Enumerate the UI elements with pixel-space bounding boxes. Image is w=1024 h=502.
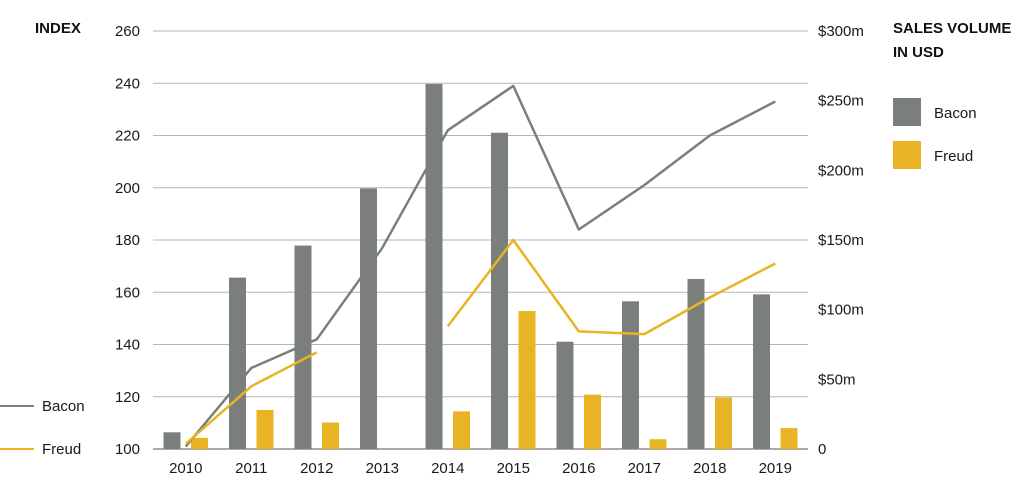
- left-tick-label: 160: [115, 284, 140, 301]
- right-tick-label: $50m: [818, 371, 856, 388]
- left-axis-title: INDEX: [35, 20, 81, 37]
- left-tick-label: 220: [115, 128, 140, 145]
- left-tick-label: 180: [115, 232, 140, 249]
- right-tick-label: $100m: [818, 302, 864, 319]
- x-tick-label: 2013: [366, 460, 399, 477]
- left-tick-label: 140: [115, 337, 140, 354]
- bar-freud: [322, 422, 340, 449]
- bar-bacon: [163, 432, 181, 449]
- bar-bacon: [294, 245, 312, 449]
- bar-freud: [453, 411, 471, 449]
- right-axis-title-line-2: IN USD: [893, 44, 944, 61]
- bar-freud: [191, 437, 209, 449]
- bars: [163, 83, 798, 450]
- x-tick-label: 2016: [562, 460, 595, 477]
- left-tick-label: 120: [115, 389, 140, 406]
- bar-bacon: [687, 279, 705, 449]
- left-tick-label: 100: [115, 441, 140, 458]
- x-tick-label: 2018: [693, 460, 726, 477]
- x-tick-label: 2012: [300, 460, 333, 477]
- right-tick-label: $200m: [818, 162, 864, 179]
- line-legend: Bacon Freud: [0, 398, 85, 458]
- x-tick-label: 2015: [497, 460, 530, 477]
- legend-label-bacon-bar: Bacon: [934, 105, 977, 122]
- bar-legend: Bacon Freud: [893, 98, 977, 169]
- right-tick-label: $150m: [818, 232, 864, 249]
- legend-label-freud-line: Freud: [42, 441, 81, 458]
- x-tick-label: 2019: [759, 460, 792, 477]
- x-axis-ticks: 2010 2011 2012 2013 2014 2015 2016 2017 2018 2019: [169, 460, 792, 477]
- x-tick-label: 2017: [628, 460, 661, 477]
- lines: [184, 84, 776, 448]
- line-freud: [184, 238, 776, 445]
- bar-bacon: [621, 301, 639, 449]
- bar-bacon: [228, 277, 246, 449]
- left-axis-ticks: 100 120 140 160 180 200 220 240 260: [115, 23, 140, 458]
- gridlines: [153, 30, 808, 450]
- left-tick-label: 200: [115, 180, 140, 197]
- right-tick-label: $250m: [818, 93, 864, 110]
- bar-freud: [780, 428, 798, 449]
- legend-swatch-bacon-bar: [893, 98, 921, 126]
- right-axis-title-line-1: SALES VOLUME: [893, 20, 1011, 37]
- legend-swatch-freud-bar: [893, 141, 921, 169]
- left-tick-label: 260: [115, 23, 140, 40]
- right-tick-label: $300m: [818, 23, 864, 40]
- x-tick-label: 2010: [169, 460, 202, 477]
- bar-bacon: [490, 132, 508, 450]
- left-tick-label: 240: [115, 75, 140, 92]
- line-bacon: [184, 84, 776, 448]
- legend-label-bacon-line: Bacon: [42, 398, 85, 415]
- bar-freud: [518, 311, 536, 449]
- x-tick-label: 2014: [431, 460, 464, 477]
- bar-bacon: [556, 341, 574, 449]
- bar-freud: [256, 409, 274, 449]
- bar-freud: [649, 439, 667, 449]
- x-tick-label: 2011: [235, 460, 267, 477]
- right-axis-ticks: 0 $50m $100m $150m $200m $250m $300m: [818, 23, 864, 458]
- bar-freud: [584, 394, 602, 449]
- bar-bacon: [359, 188, 377, 450]
- legend-label-freud-bar: Freud: [934, 148, 973, 165]
- right-tick-label: 0: [818, 441, 826, 458]
- bar-bacon: [425, 83, 443, 450]
- bar-freud: [715, 397, 733, 449]
- bar-bacon: [752, 294, 770, 449]
